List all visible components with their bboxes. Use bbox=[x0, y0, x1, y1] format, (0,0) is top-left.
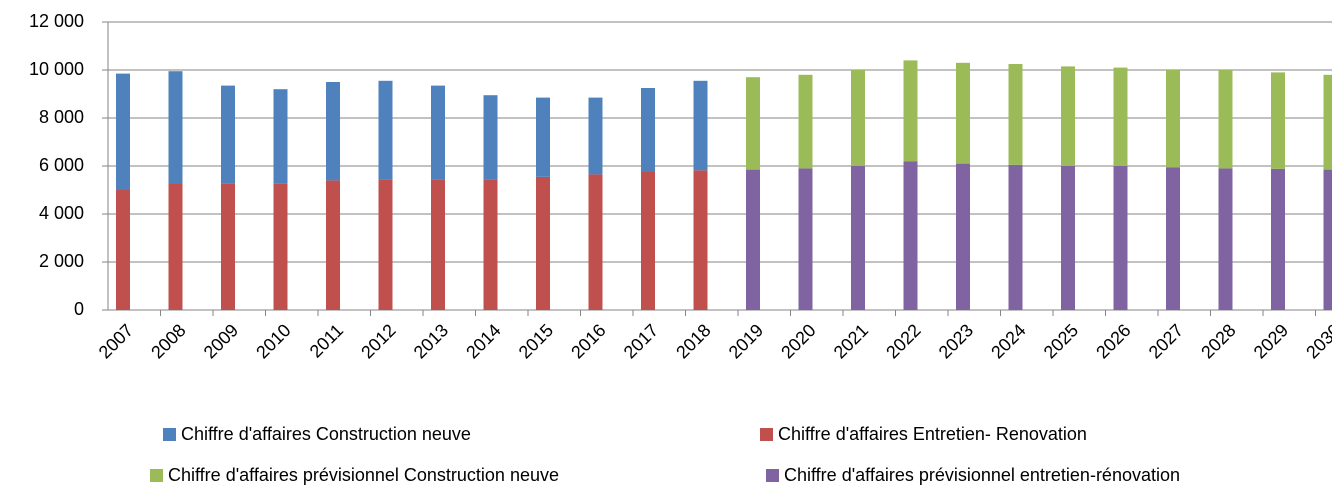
y-tick-label: 4 000 bbox=[39, 203, 84, 223]
bar-segment bbox=[168, 71, 183, 184]
bar-segment bbox=[116, 73, 130, 190]
bar-segment bbox=[1008, 64, 1023, 165]
bar-segment bbox=[326, 180, 340, 310]
legend-swatch bbox=[766, 469, 779, 482]
bar-segment bbox=[221, 85, 235, 184]
x-tick-label: 2020 bbox=[777, 320, 819, 362]
x-tick-label: 2014 bbox=[462, 320, 504, 362]
bar-segment bbox=[1323, 169, 1332, 310]
bar-segment bbox=[1271, 72, 1285, 169]
bar-segment bbox=[378, 80, 393, 180]
y-tick-label: 6 000 bbox=[39, 155, 84, 175]
y-tick-label: 0 bbox=[74, 299, 84, 319]
x-tick-label: 2030 bbox=[1302, 320, 1332, 362]
bar-segment bbox=[798, 74, 813, 169]
bar-segment bbox=[1061, 66, 1075, 166]
x-tick-label: 2019 bbox=[725, 320, 767, 362]
bar-segment bbox=[378, 179, 393, 310]
bar-segment bbox=[431, 85, 445, 180]
bar-segment bbox=[746, 169, 760, 310]
x-tick-label: 2029 bbox=[1250, 320, 1292, 362]
bar-segment bbox=[1113, 166, 1128, 310]
bar-segment bbox=[326, 82, 340, 181]
legend-label: Chiffre d'affaires Entretien- Renovation bbox=[778, 424, 1087, 444]
bar-segment bbox=[431, 179, 445, 310]
y-tick-label: 10 000 bbox=[29, 59, 84, 79]
x-tick-label: 2017 bbox=[620, 320, 662, 362]
x-tick-label: 2018 bbox=[672, 320, 714, 362]
x-tick-label: 2025 bbox=[1040, 320, 1082, 362]
legend-label: Chiffre d'affaires Construction neuve bbox=[181, 424, 471, 444]
x-tick-label: 2026 bbox=[1092, 320, 1134, 362]
bar-segment bbox=[956, 163, 970, 310]
legend-swatch bbox=[150, 469, 163, 482]
legend-label: Chiffre d'affaires prévisionnel entretie… bbox=[784, 465, 1180, 485]
bar-segment bbox=[536, 176, 550, 310]
bar-segment bbox=[1008, 164, 1023, 310]
bar-segment bbox=[536, 97, 550, 177]
x-tick-label: 2016 bbox=[567, 320, 609, 362]
legend-swatch bbox=[163, 428, 176, 441]
bar-segment bbox=[483, 95, 498, 180]
bar-segment bbox=[903, 60, 918, 162]
bar-segment bbox=[273, 89, 288, 184]
x-tick-label: 2015 bbox=[515, 320, 557, 362]
legend-label: Chiffre d'affaires prévisionnel Construc… bbox=[168, 465, 559, 485]
bar-segment bbox=[588, 97, 603, 175]
bar-segment bbox=[221, 183, 235, 310]
x-tick-label: 2011 bbox=[306, 320, 348, 362]
bar-segment bbox=[851, 166, 865, 310]
x-tick-label: 2028 bbox=[1197, 320, 1239, 362]
bar-segment bbox=[1218, 70, 1233, 169]
bar-segment bbox=[798, 168, 813, 310]
bar-segment bbox=[116, 190, 130, 310]
bar-segment bbox=[851, 70, 865, 166]
x-tick-label: 2024 bbox=[987, 320, 1029, 362]
x-tick-label: 2007 bbox=[95, 320, 137, 362]
bar-segment bbox=[693, 170, 708, 310]
bar-segment bbox=[641, 172, 655, 310]
x-tick-label: 2009 bbox=[200, 320, 242, 362]
bar-segment bbox=[693, 80, 708, 171]
bar-segment bbox=[1218, 168, 1233, 310]
bar-segment bbox=[746, 77, 760, 170]
bar-segment bbox=[1166, 167, 1180, 310]
bar-segment bbox=[1323, 74, 1332, 170]
x-tick-label: 2027 bbox=[1145, 320, 1187, 362]
y-tick-label: 8 000 bbox=[39, 107, 84, 127]
bar-segment bbox=[1113, 67, 1128, 166]
bar-segment bbox=[1166, 70, 1180, 168]
x-tick-label: 2021 bbox=[830, 320, 872, 362]
bar-segment bbox=[1061, 166, 1075, 310]
bar-segment bbox=[483, 179, 498, 310]
x-tick-label: 2012 bbox=[357, 320, 399, 362]
bar-segment bbox=[1271, 168, 1285, 310]
x-tick-label: 2013 bbox=[410, 320, 452, 362]
bar-segment bbox=[956, 62, 970, 164]
bar-segment bbox=[903, 161, 918, 310]
bar-segment bbox=[641, 88, 655, 172]
x-tick-label: 2008 bbox=[147, 320, 189, 362]
y-tick-label: 2 000 bbox=[39, 251, 84, 271]
legend-swatch bbox=[760, 428, 773, 441]
bar-segment bbox=[168, 184, 183, 310]
x-tick-label: 2022 bbox=[882, 320, 924, 362]
bar-segment bbox=[273, 183, 288, 310]
y-tick-label: 12 000 bbox=[29, 11, 84, 31]
x-tick-label: 2010 bbox=[252, 320, 294, 362]
x-tick-label: 2023 bbox=[935, 320, 977, 362]
bar-segment bbox=[588, 174, 603, 310]
